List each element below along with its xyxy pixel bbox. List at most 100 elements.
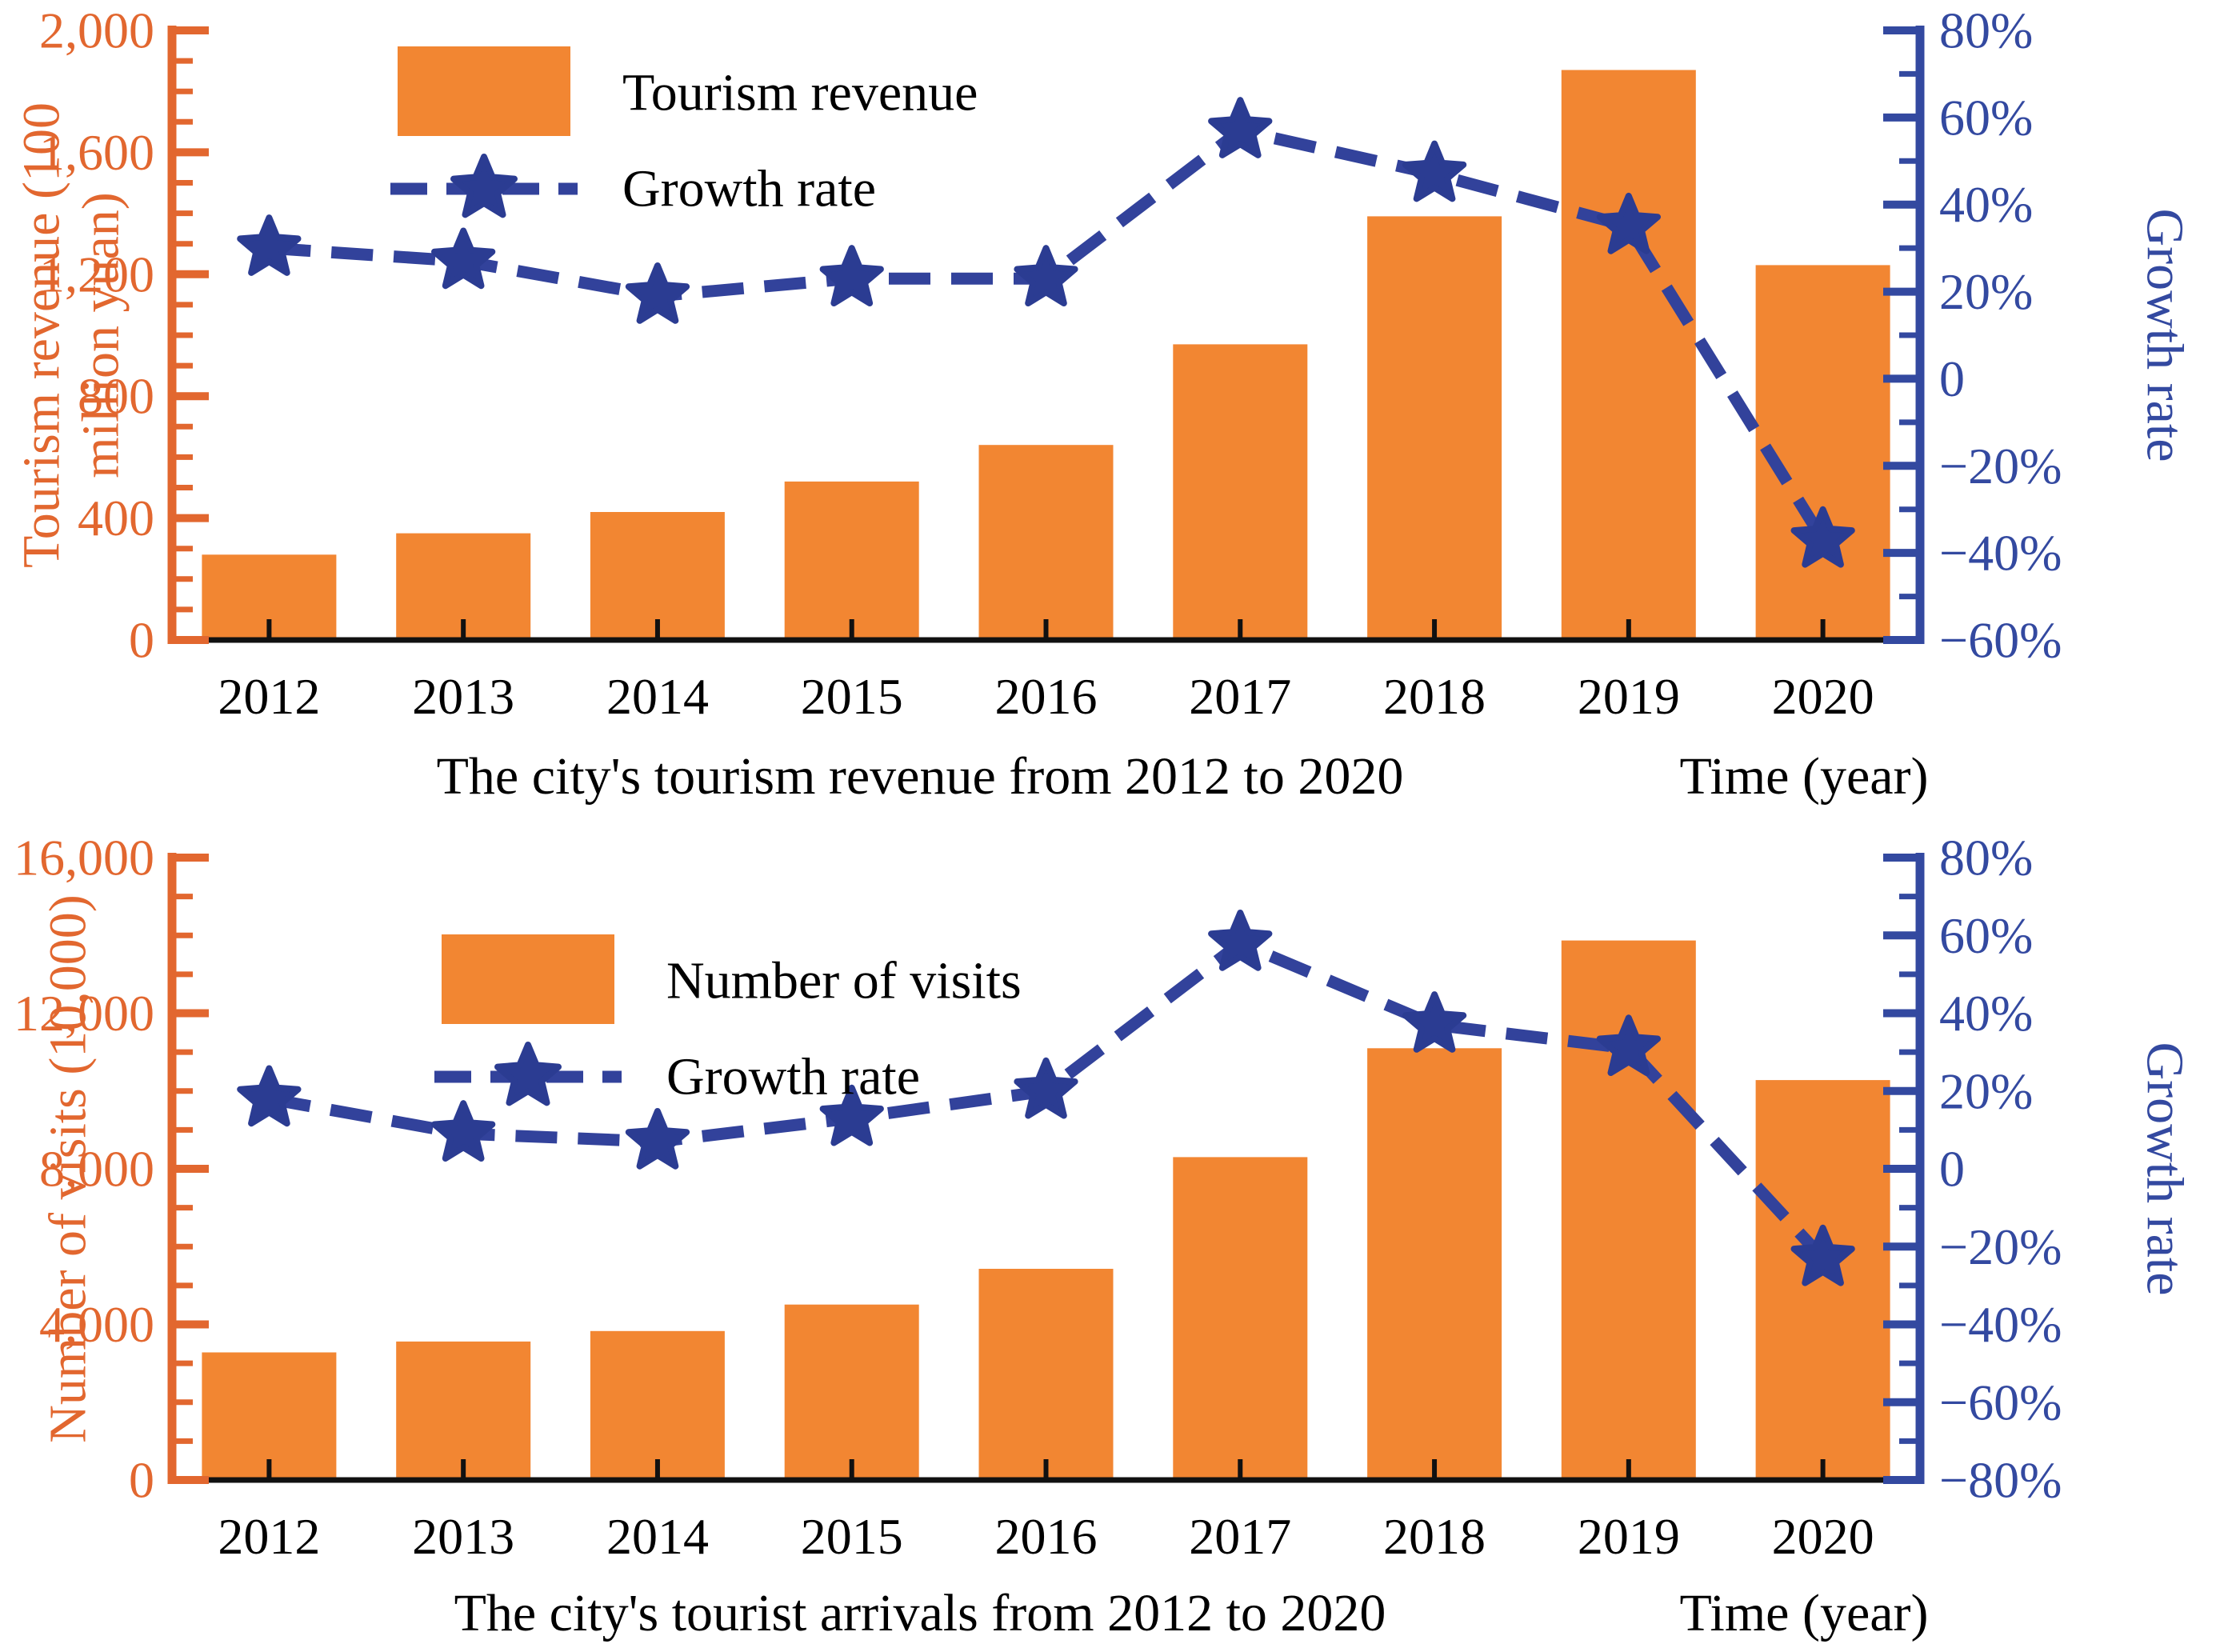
x-tick-label-2012: 2012 (218, 1508, 320, 1565)
tourist-arrivals-chart: 2012 2013 2014 2015 2016 2017 2018 2019 2020 0 4,0… (14, 830, 2194, 1643)
growth-star-2018 (1402, 140, 1467, 202)
x-tick-label-2018: 2018 (1383, 668, 1486, 725)
legend-label-bar: Tourism revenue (622, 64, 978, 122)
growth-star-2020 (1790, 506, 1855, 568)
legend-label-line: Growth rate (666, 1048, 920, 1106)
legend-bar-swatch (398, 46, 570, 136)
growth-star-2017 (1208, 97, 1273, 158)
bar-2016 (978, 1269, 1114, 1480)
legend-star-icon (494, 1042, 562, 1106)
bars (202, 70, 1890, 640)
x-tick-label-2017: 2017 (1189, 668, 1291, 725)
right-tick-label: 0 (1939, 1141, 1965, 1198)
bar-2018 (1367, 216, 1502, 640)
left-tick-label: 800 (78, 368, 154, 425)
right-tick-label: −40% (1939, 525, 2062, 582)
left-tick-label: 8,000 (39, 1141, 154, 1198)
bar-2014 (590, 512, 725, 640)
growth-star-2015 (819, 1084, 884, 1146)
tourism-revenue-chart: 2012 2013 2014 2015 2016 2017 2018 2019 2020 0 400… (13, 2, 2194, 806)
left-tick-label: 400 (78, 490, 154, 546)
x-tick-label-2019: 2019 (1578, 1508, 1680, 1565)
left-tick-label: 2,000 (39, 2, 154, 59)
right-axis-title: Growth rate (2136, 208, 2194, 462)
right-tick-label: 60% (1939, 907, 2033, 964)
bar-2020 (1755, 1080, 1890, 1480)
x-tick-label-2017: 2017 (1189, 1508, 1291, 1565)
right-axis-title: Growth rate (2136, 1042, 2194, 1295)
right-tick-label: −80% (1939, 1452, 2062, 1509)
x-axis: 2012 2013 2014 2015 2016 2017 2018 2019 2020 (169, 619, 1923, 725)
right-tick-label: 40% (1939, 985, 2033, 1042)
x-tick-label-2018: 2018 (1383, 1508, 1486, 1565)
x-tick-label-2019: 2019 (1578, 668, 1680, 725)
right-tick-label: −40% (1939, 1296, 2062, 1353)
left-tick-label: 0 (129, 1452, 154, 1509)
left-tick-label: 16,000 (14, 830, 154, 886)
growth-star-2017 (1208, 910, 1273, 971)
growth-star-2019 (1596, 1014, 1661, 1076)
legend-star-icon (450, 154, 518, 218)
growth-star-2014 (625, 1108, 690, 1170)
left-axis-title: million yuan) (72, 192, 130, 478)
bar-2016 (978, 445, 1114, 640)
x-axis-title: Time (year) (1680, 747, 1929, 806)
growth-star-2016 (1014, 1057, 1078, 1119)
legend-label-line: Growth rate (622, 160, 876, 218)
right-axis: −80% −60% −40% −20% 0 20% 40% 60% 80% Growth rate (1883, 830, 2194, 1509)
bar-2012 (202, 1352, 337, 1480)
growth-star-2013 (431, 1100, 496, 1162)
x-tick-label-2015: 2015 (801, 1508, 903, 1565)
right-tick-label: 60% (1939, 89, 2033, 146)
x-tick-label-2016: 2016 (995, 668, 1098, 725)
left-axis-title: Number of visits (10,000) (39, 894, 98, 1443)
growth-star-2016 (1014, 245, 1078, 306)
left-tick-label: 4,000 (39, 1296, 154, 1353)
right-tick-label: −20% (1939, 438, 2062, 494)
right-tick-label: 80% (1939, 830, 2033, 886)
left-tick-label: 1,200 (39, 246, 154, 302)
x-axis: 2012 2013 2014 2015 2016 2017 2018 2019 2020 (169, 1459, 1923, 1565)
bar-2015 (784, 481, 919, 640)
bar-2018 (1367, 1048, 1502, 1480)
growth-star-2014 (625, 262, 690, 324)
right-tick-label: 20% (1939, 1062, 2033, 1119)
growth-rate-line (237, 97, 1855, 568)
legend-label-bar: Number of visits (666, 952, 1022, 1010)
left-tick-label: 1,600 (39, 124, 154, 181)
right-tick-label: 40% (1939, 176, 2033, 233)
bars (202, 940, 1890, 1480)
bar-2013 (396, 1341, 531, 1480)
right-axis: −60% −40% −20% 0 20% 40% 60% 80% Growth rate (1883, 2, 2194, 669)
legend: Tourism revenue Growth rate (390, 46, 978, 218)
bar-2020 (1755, 265, 1890, 640)
bar-2017 (1173, 344, 1308, 640)
x-tick-label-2015: 2015 (801, 668, 903, 725)
x-tick-label-2014: 2014 (606, 1508, 709, 1565)
right-tick-label: 20% (1939, 263, 2033, 320)
right-tick-label: 0 (1939, 350, 1965, 407)
growth-star-2019 (1596, 192, 1661, 254)
bar-2014 (590, 1330, 725, 1480)
left-axis: 0 400 800 1,200 1,600 2,000 Tourism revenue (1… (13, 2, 209, 669)
x-tick-label-2020: 2020 (1772, 668, 1874, 725)
bar-2015 (784, 1304, 919, 1480)
growth-star-2020 (1790, 1224, 1855, 1286)
legend: Number of visits Growth rate (434, 934, 1022, 1106)
bar-2017 (1173, 1157, 1308, 1480)
x-tick-label-2013: 2013 (412, 1508, 514, 1565)
growth-star-2012 (237, 1065, 302, 1127)
legend-bar-swatch (442, 934, 614, 1024)
x-tick-label-2012: 2012 (218, 668, 320, 725)
growth-star-2018 (1402, 991, 1467, 1053)
growth-star-2015 (819, 245, 884, 306)
right-tick-label: −60% (1939, 612, 2062, 669)
left-tick-label: 0 (129, 612, 154, 669)
x-axis-title: Time (year) (1680, 1584, 1929, 1642)
right-tick-label: −20% (1939, 1218, 2062, 1275)
growth-star-2012 (237, 214, 302, 276)
left-axis-title: Tourism revenue (100 (13, 102, 71, 568)
x-tick-label-2013: 2013 (412, 668, 514, 725)
